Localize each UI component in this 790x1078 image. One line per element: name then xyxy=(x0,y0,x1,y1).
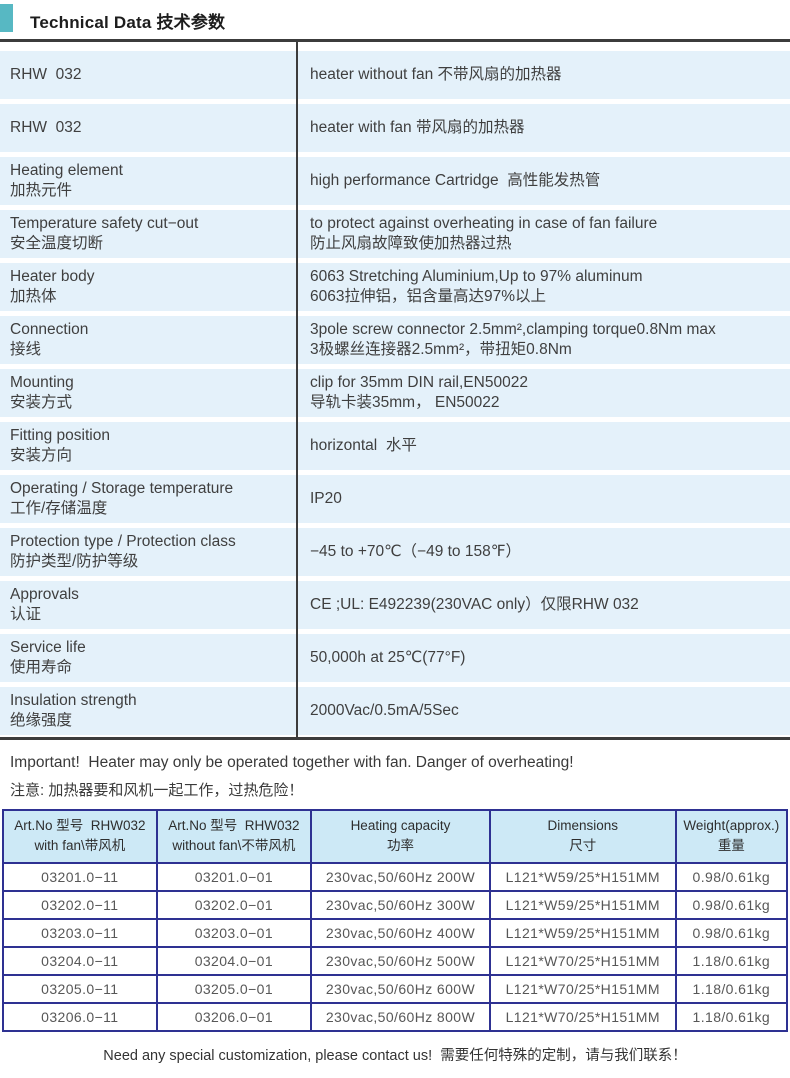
spec-label: RHW 032 xyxy=(10,119,82,137)
spec-row: Temperature safety cut−out 安全温度切断 to prot… xyxy=(0,210,790,258)
order-table-cell: 1.18/0.61kg xyxy=(674,973,789,1004)
spec-row: Fitting position 安装方向 horizontal 水平 xyxy=(0,422,790,470)
spec-value: IP20 xyxy=(310,490,342,508)
order-table-cell: 230vac,50/60Hz 300W xyxy=(310,889,491,920)
spec-label: Service life 使用寿命 xyxy=(10,639,86,676)
order-table-cell: L121*W59/25*H151MM xyxy=(488,889,677,920)
order-table-cell: 03205.0−11 xyxy=(2,973,158,1004)
order-table-cell: 03201.0−01 xyxy=(155,861,313,892)
order-table-cell: 230vac,50/60Hz 400W xyxy=(310,917,491,948)
order-table-row: 03202.0−11 03202.0−01 230vac,50/60Hz 300W L… xyxy=(2,889,789,920)
order-column-header: Weight(approx.) 重量 xyxy=(674,809,789,864)
spec-label: Mounting 安装方式 xyxy=(10,374,74,411)
order-table-cell: 230vac,50/60Hz 600W xyxy=(310,973,491,1004)
order-column-header: Art.No 型号 RHW032 with fan\带风机 xyxy=(2,809,158,864)
spec-label: Temperature safety cut−out 安全温度切断 xyxy=(10,215,199,252)
order-column-header: Heating capacity 功率 xyxy=(310,809,491,864)
spec-row: RHW 032 heater with fan 带风扇的加热器 xyxy=(0,104,790,152)
order-table-body: 03201.0−11 03201.0−01 230vac,50/60Hz 200W L… xyxy=(2,861,789,1032)
spec-table-body: RHW 032 heater without fan 不带风扇的加热器 RHW … xyxy=(0,51,790,735)
order-table-cell: L121*W70/25*H151MM xyxy=(488,973,677,1004)
order-table-cell: 03204.0−11 xyxy=(2,945,158,976)
order-column-header: Dimensions 尺寸 xyxy=(488,809,677,864)
spec-value: heater without fan 不带风扇的加热器 xyxy=(310,66,562,84)
order-table-cell: 03202.0−11 xyxy=(2,889,158,920)
order-table-cell: L121*W59/25*H151MM xyxy=(488,917,677,948)
order-table-cell: 03204.0−01 xyxy=(155,945,313,976)
order-table-header-row: Art.No 型号 RHW032 with fan\带风机 Art.No 型号 RH… xyxy=(2,809,789,864)
order-table-cell: 1.18/0.61kg xyxy=(674,945,789,976)
spec-row: Insulation strength 绝缘强度 2000Vac/0.5mA/5S… xyxy=(0,687,790,735)
order-column-header: Art.No 型号 RHW032 without fan\不带风机 xyxy=(155,809,313,864)
page-header: Technical Data 技术参数 xyxy=(0,0,790,39)
spec-value: heater with fan 带风扇的加热器 xyxy=(310,119,525,137)
spec-label: Heating element 加热元件 xyxy=(10,162,123,199)
spec-row: Protection type / Protection class 防护类型/防… xyxy=(0,528,790,576)
order-table-cell: 0.98/0.61kg xyxy=(674,861,789,892)
spec-row: Approvals 认证 CE ;UL: E492239(230VAC only）… xyxy=(0,581,790,629)
spec-row: Heater body 加热体 6063 Stretching Aluminium… xyxy=(0,263,790,311)
spec-label: Connection 接线 xyxy=(10,321,89,358)
spec-column-divider xyxy=(296,42,298,737)
spec-row: Service life 使用寿命 50,000h at 25℃(77°F) xyxy=(0,634,790,682)
spec-value: horizontal 水平 xyxy=(310,437,417,455)
important-note: Important! Heater may only be operated t… xyxy=(0,740,790,809)
spec-label: Protection type / Protection class 防护类型/防… xyxy=(10,533,236,570)
spec-row: Operating / Storage temperature 工作/存储温度 I… xyxy=(0,475,790,523)
order-table-cell: 03206.0−11 xyxy=(2,1001,158,1032)
spec-row: RHW 032 heater without fan 不带风扇的加热器 xyxy=(0,51,790,99)
order-table-cell: 230vac,50/60Hz 200W xyxy=(310,861,491,892)
spec-table: RHW 032 heater without fan 不带风扇的加热器 RHW … xyxy=(0,39,790,740)
spec-row: Heating element 加热元件 high performance Car… xyxy=(0,157,790,205)
spec-value: to protect against overheating in case o… xyxy=(310,215,658,252)
spec-label: Approvals 认证 xyxy=(10,586,79,623)
order-table: Art.No 型号 RHW032 with fan\带风机 Art.No 型号 RH… xyxy=(2,809,789,1032)
spec-value: high performance Cartridge 高性能发热管 xyxy=(310,172,601,190)
order-table-cell: 230vac,50/60Hz 500W xyxy=(310,945,491,976)
order-table-cell: 1.18/0.61kg xyxy=(674,1001,789,1032)
spec-label: Fitting position 安装方向 xyxy=(10,427,110,464)
order-table-cell: 0.98/0.61kg xyxy=(674,889,789,920)
order-table-cell: 03206.0−01 xyxy=(155,1001,313,1032)
order-table-cell: L121*W59/25*H151MM xyxy=(488,861,677,892)
order-table-cell: 03203.0−01 xyxy=(155,917,313,948)
order-table-row: 03205.0−11 03205.0−01 230vac,50/60Hz 600W L… xyxy=(2,973,789,1004)
page-title: Technical Data 技术参数 xyxy=(30,13,226,32)
footer-note: Need any special customization, please c… xyxy=(103,1047,687,1064)
spec-value: clip for 35mm DIN rail,EN50022 导轨卡装35mm， … xyxy=(310,374,528,411)
spec-label: RHW 032 xyxy=(10,66,82,84)
title-accent-bar xyxy=(0,4,13,32)
important-note-en: Important! Heater may only be operated t… xyxy=(10,754,574,771)
spec-value: −45 to +70℃（−49 to 158℉） xyxy=(310,543,521,561)
order-table-cell: 03201.0−11 xyxy=(2,861,158,892)
spec-row: Connection 接线 3pole screw connector 2.5mm… xyxy=(0,316,790,364)
order-table-cell: L121*W70/25*H151MM xyxy=(488,1001,677,1032)
order-table-row: 03204.0−11 03204.0−01 230vac,50/60Hz 500W L… xyxy=(2,945,789,976)
order-table-row: 03203.0−11 03203.0−01 230vac,50/60Hz 400W L… xyxy=(2,917,789,948)
important-note-zh: 注意: 加热器要和风机一起工作，过热危险！ xyxy=(10,782,304,799)
spec-value: 50,000h at 25℃(77°F) xyxy=(310,649,466,667)
order-table-cell: 03203.0−11 xyxy=(2,917,158,948)
order-table-row: 03206.0−11 03206.0−01 230vac,50/60Hz 800W L… xyxy=(2,1001,789,1032)
spec-value: CE ;UL: E492239(230VAC only）仅限RHW 032 xyxy=(310,596,639,614)
order-table-cell: 0.98/0.61kg xyxy=(674,917,789,948)
spec-value: 2000Vac/0.5mA/5Sec xyxy=(310,702,459,720)
spec-label: Insulation strength 绝缘强度 xyxy=(10,692,137,729)
spec-value: 3pole screw connector 2.5mm²,clamping to… xyxy=(310,321,716,358)
spec-label: Operating / Storage temperature 工作/存储温度 xyxy=(10,480,234,517)
spec-row: Mounting 安装方式 clip for 35mm DIN rail,EN50… xyxy=(0,369,790,417)
order-table-cell: 230vac,50/60Hz 800W xyxy=(310,1001,491,1032)
spec-value: 6063 Stretching Aluminium,Up to 97% alum… xyxy=(310,268,643,305)
order-table-cell: 03205.0−01 xyxy=(155,973,313,1004)
spec-label: Heater body 加热体 xyxy=(10,268,95,305)
order-table-row: 03201.0−11 03201.0−01 230vac,50/60Hz 200W L… xyxy=(2,861,789,892)
order-table-cell: L121*W70/25*H151MM xyxy=(488,945,677,976)
order-table-cell: 03202.0−01 xyxy=(155,889,313,920)
